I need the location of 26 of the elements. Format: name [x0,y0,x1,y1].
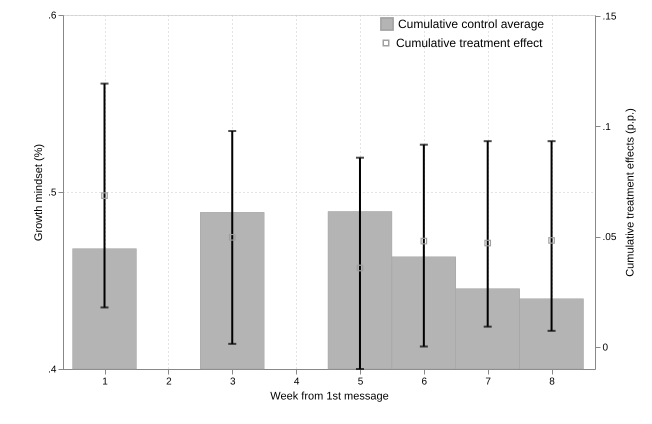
x-tick-label: 2 [166,376,172,388]
legend-label: Cumulative control average [398,17,544,31]
y-tick-label: .5 [48,188,57,198]
point [484,240,492,246]
y2-axis-title: Cumulative treatment effects (p.p.) [624,108,636,277]
x-tick-label: 1 [102,376,108,388]
x-tick-label: 3 [230,376,236,388]
x-tick-label: 8 [549,376,556,388]
x-tick-label: 7 [485,376,492,388]
point [356,264,364,272]
y-tick-label: .6 [48,10,57,22]
y-axis-title: Growth mindset (%) [33,144,46,242]
point [548,237,555,244]
point [420,238,428,244]
x-axis-title: Week from 1st message [270,390,389,402]
point [101,192,108,199]
x-tick-label: 4 [294,376,300,388]
x-tick-label: 6 [422,376,428,388]
x-tick-label: 5 [358,376,364,388]
legend-label: Cumulative treatment effect [396,36,544,50]
y2-tick-label: 0 [602,342,608,354]
y2-tick-label: .05 [602,232,617,244]
point [228,234,236,241]
y2-tick-label: .15 [602,12,617,23]
y-tick-label: .4 [48,364,57,376]
y2-tick-label: .1 [602,122,612,133]
